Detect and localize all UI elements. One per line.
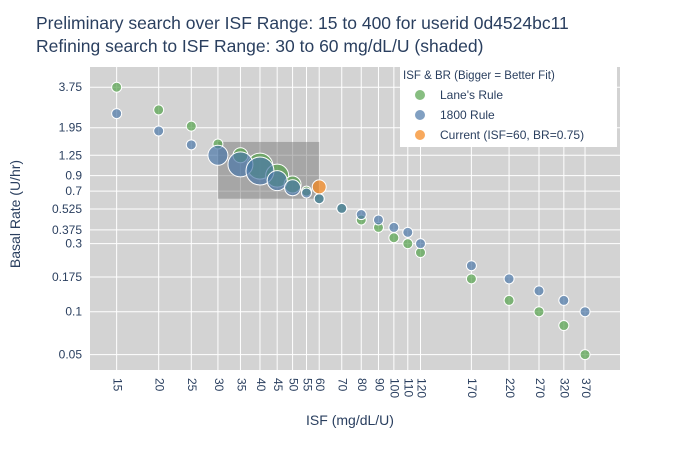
legend-marker [414, 109, 426, 121]
data-point [579, 306, 591, 318]
x-tick-label: 35 [234, 378, 248, 392]
data-point [465, 260, 477, 272]
x-tick-label: 60 [313, 378, 327, 392]
series-2 [311, 179, 327, 195]
legend-box [400, 65, 617, 147]
y-tick-label: 1.25 [59, 148, 83, 162]
x-tick-label: 170 [465, 378, 479, 398]
x-tick-label: 90 [372, 378, 386, 392]
data-point [355, 209, 367, 221]
data-point [402, 226, 414, 238]
x-tick-label: 30 [212, 378, 226, 392]
x-tick-label: 40 [254, 378, 268, 392]
legend-title: ISF & BR (Bigger = Better Fit) [403, 70, 555, 82]
data-point [301, 187, 313, 199]
x-tick-label: 80 [355, 378, 369, 392]
data-point [402, 238, 414, 250]
data-point [503, 273, 515, 285]
data-point [558, 320, 570, 332]
x-tick-label: 25 [185, 378, 199, 392]
x-tick-label: 110 [402, 378, 416, 397]
data-point [558, 294, 570, 306]
x-tick-label: 50 [286, 378, 300, 392]
x-tick-label: 370 [579, 378, 593, 398]
x-tick-label: 70 [336, 378, 350, 392]
data-point [185, 139, 197, 151]
data-point [185, 120, 197, 132]
x-tick-label: 320 [558, 378, 572, 398]
data-point [284, 179, 302, 197]
data-point [533, 306, 545, 318]
x-axis-label: ISF (mg/dL/U) [306, 412, 394, 428]
y-tick-label: 0.1 [65, 305, 82, 319]
x-tick-label: 15 [110, 378, 124, 392]
data-point [465, 273, 477, 285]
x-tick-label: 270 [533, 378, 547, 398]
legend: ISF & BR (Bigger = Better Fit) Lane's Rul… [400, 65, 617, 147]
chart-title-line-2: Refining search to ISF Range: 30 to 60 m… [36, 36, 483, 56]
data-point [388, 221, 400, 233]
x-tick-label: 55 [300, 378, 314, 392]
data-point [207, 144, 229, 166]
data-point [533, 285, 545, 297]
y-tick-label: 0.05 [59, 348, 83, 362]
data-point [111, 81, 123, 93]
y-tick-label: 0.175 [52, 270, 82, 284]
y-tick-label: 0.525 [52, 202, 82, 216]
legend-marker [414, 89, 426, 101]
chart-title-line-1: Preliminary search over ISF Range: 15 to… [36, 13, 569, 33]
series-1 [111, 108, 591, 318]
y-tick-label: 1.95 [59, 121, 83, 135]
y-axis-label: Basal Rate (U/hr) [7, 160, 23, 268]
y-tick-label: 0.3 [65, 237, 82, 251]
data-point [579, 349, 591, 361]
data-point [372, 214, 384, 226]
x-tick-label: 100 [388, 378, 402, 398]
data-point [111, 108, 123, 120]
data-point [503, 294, 515, 306]
legend-entry-label: 1800 Rule [440, 108, 495, 122]
y-tick-label: 0.9 [65, 169, 82, 183]
data-point [336, 202, 348, 214]
y-tick-label: 3.75 [59, 80, 83, 94]
data-point [313, 193, 325, 205]
data-point [311, 179, 327, 195]
data-point [388, 232, 400, 244]
y-tick-label: 0.7 [65, 184, 82, 198]
legend-entry-label: Current (ISF=60, BR=0.75) [440, 128, 584, 142]
data-point [153, 104, 165, 116]
x-tick-label: 220 [503, 378, 517, 398]
data-point [415, 238, 427, 250]
x-tick-label: 20 [153, 378, 167, 392]
legend-marker [414, 129, 426, 141]
x-tick-label: 45 [271, 378, 285, 392]
legend-entry-label: Lane's Rule [440, 88, 503, 102]
data-point [266, 170, 288, 192]
y-tick-label: 0.375 [52, 223, 82, 237]
data-point [153, 125, 165, 137]
x-tick-label: 120 [414, 378, 428, 398]
